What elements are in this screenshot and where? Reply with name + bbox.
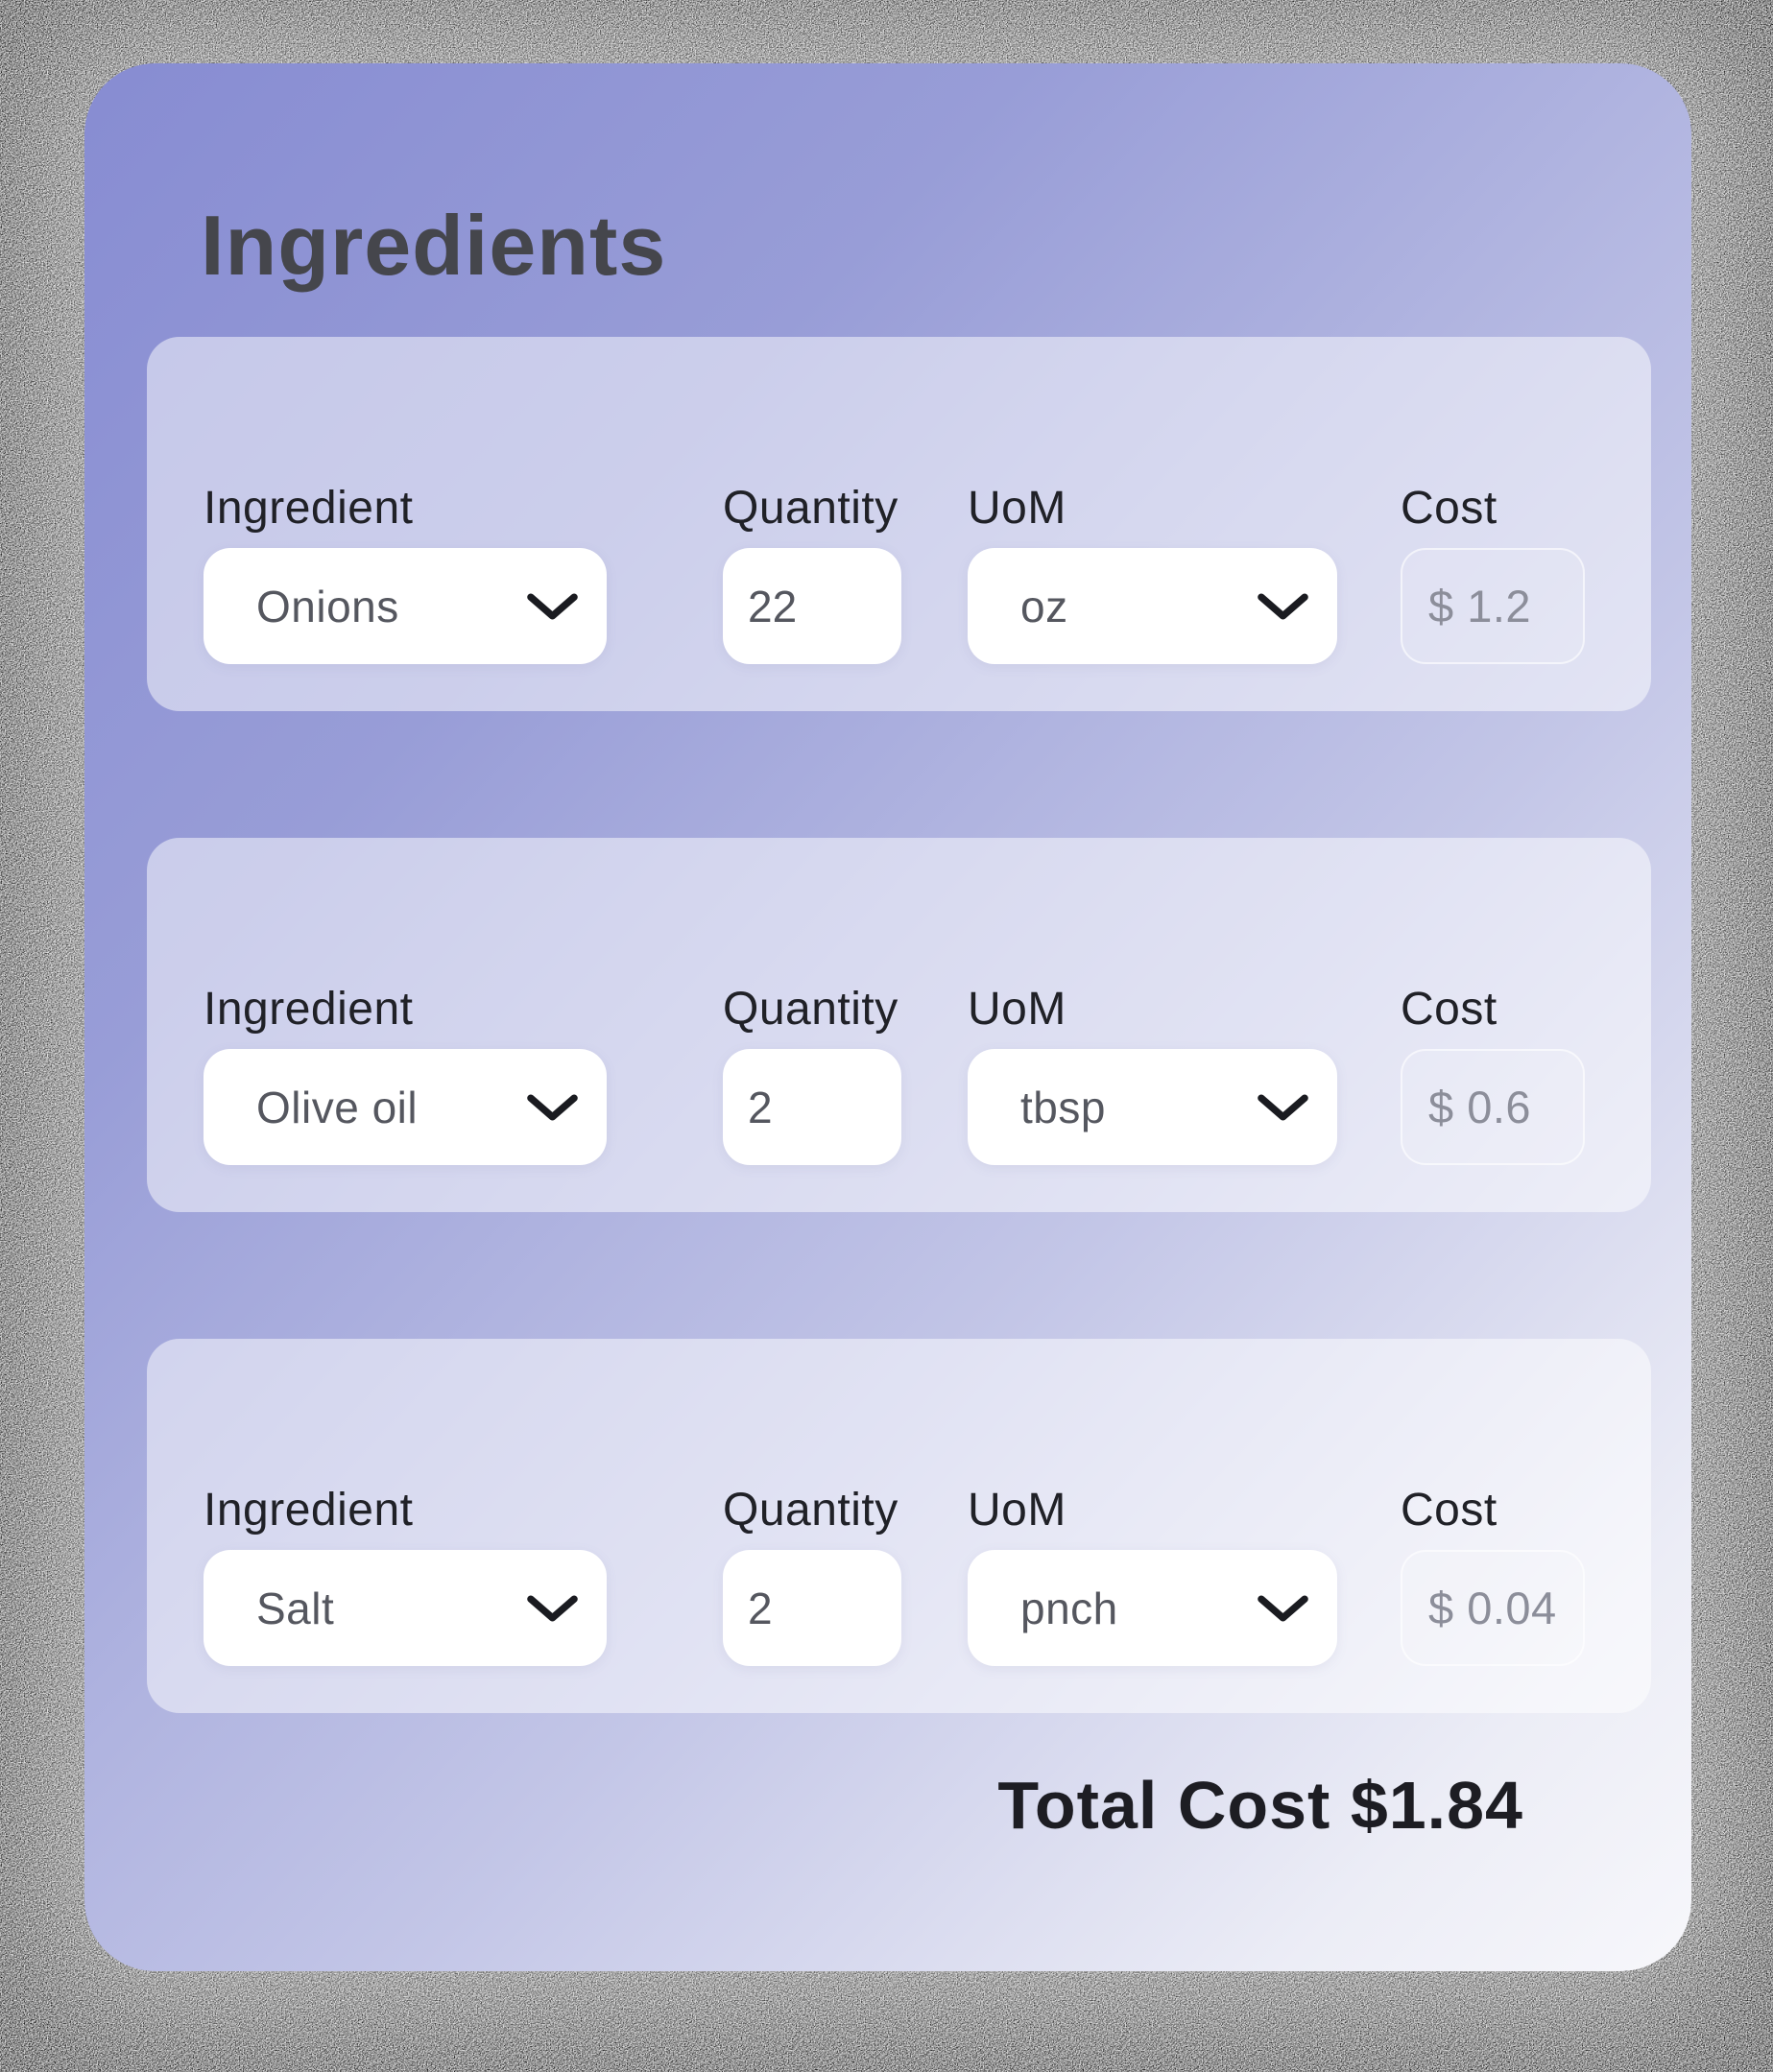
ingredient-row: Ingredient Olive oil Quantity UoM tbsp C… bbox=[147, 838, 1651, 1212]
ingredient-select[interactable]: Onions bbox=[204, 548, 607, 664]
page-title: Ingredients bbox=[201, 198, 667, 293]
ingredient-column: Ingredient Olive oil bbox=[204, 983, 607, 1165]
uom-column: UoM pnch bbox=[968, 1484, 1337, 1666]
quantity-input[interactable] bbox=[723, 1049, 901, 1165]
uom-label: UoM bbox=[968, 984, 1066, 1035]
quantity-input[interactable] bbox=[723, 1550, 901, 1666]
chevron-down-icon bbox=[1258, 593, 1308, 619]
uom-label: UoM bbox=[968, 483, 1066, 534]
quantity-label: Quantity bbox=[723, 1485, 898, 1536]
cost-field: $ 1.2 bbox=[1401, 548, 1585, 664]
cost-column: Cost $ 1.2 bbox=[1401, 482, 1585, 664]
ingredients-panel: Ingredients Ingredient Onions Quantity U… bbox=[84, 63, 1691, 1971]
ingredient-select-value: Onions bbox=[256, 581, 399, 631]
chevron-down-icon bbox=[527, 593, 578, 619]
total-cost: Total Cost $1.84 bbox=[997, 1768, 1523, 1843]
chevron-down-icon bbox=[527, 1595, 578, 1621]
ingredient-label: Ingredient bbox=[204, 1485, 414, 1536]
ingredient-column: Ingredient Onions bbox=[204, 482, 607, 664]
uom-column: UoM tbsp bbox=[968, 983, 1337, 1165]
cost-field: $ 0.6 bbox=[1401, 1049, 1585, 1165]
uom-select[interactable]: pnch bbox=[968, 1550, 1337, 1666]
uom-column: UoM oz bbox=[968, 482, 1337, 664]
quantity-column: Quantity bbox=[723, 1484, 901, 1666]
uom-select-value: oz bbox=[1020, 581, 1068, 631]
ingredient-select-value: Salt bbox=[256, 1583, 335, 1633]
quantity-column: Quantity bbox=[723, 983, 901, 1165]
cost-column: Cost $ 0.04 bbox=[1401, 1484, 1585, 1666]
ingredient-label: Ingredient bbox=[204, 483, 414, 534]
uom-select[interactable]: oz bbox=[968, 548, 1337, 664]
quantity-label: Quantity bbox=[723, 984, 898, 1035]
ingredient-select[interactable]: Salt bbox=[204, 1550, 607, 1666]
quantity-label: Quantity bbox=[723, 483, 898, 534]
chevron-down-icon bbox=[1258, 1094, 1308, 1120]
uom-select[interactable]: tbsp bbox=[968, 1049, 1337, 1165]
uom-label: UoM bbox=[968, 1485, 1066, 1536]
cost-column: Cost $ 0.6 bbox=[1401, 983, 1585, 1165]
cost-label: Cost bbox=[1401, 984, 1497, 1035]
quantity-input[interactable] bbox=[723, 548, 901, 664]
chevron-down-icon bbox=[527, 1094, 578, 1120]
chevron-down-icon bbox=[1258, 1595, 1308, 1621]
ingredient-row: Ingredient Onions Quantity UoM oz Cost $… bbox=[147, 337, 1651, 711]
quantity-column: Quantity bbox=[723, 482, 901, 664]
uom-select-value: pnch bbox=[1020, 1583, 1118, 1633]
ingredient-label: Ingredient bbox=[204, 984, 414, 1035]
cost-field: $ 0.04 bbox=[1401, 1550, 1585, 1666]
ingredient-row: Ingredient Salt Quantity UoM pnch Cost $… bbox=[147, 1339, 1651, 1713]
cost-label: Cost bbox=[1401, 483, 1497, 534]
ingredient-column: Ingredient Salt bbox=[204, 1484, 607, 1666]
ingredient-select[interactable]: Olive oil bbox=[204, 1049, 607, 1165]
uom-select-value: tbsp bbox=[1020, 1082, 1106, 1132]
ingredient-select-value: Olive oil bbox=[256, 1082, 419, 1132]
cost-label: Cost bbox=[1401, 1485, 1497, 1536]
